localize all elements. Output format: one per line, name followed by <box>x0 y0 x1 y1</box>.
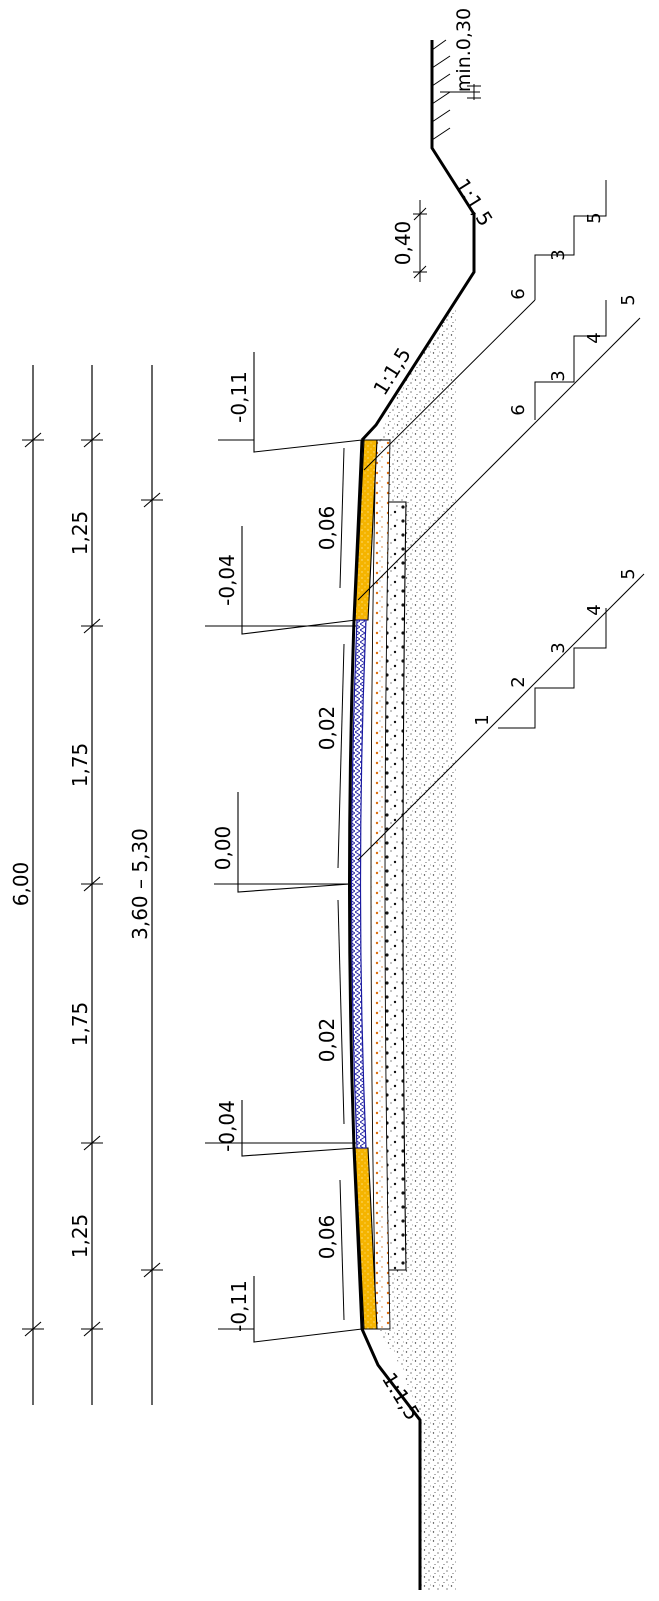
callout-bottom-5: 5 <box>618 568 639 579</box>
callout-bottom-4: 4 <box>584 604 605 615</box>
dim-shoulder-bottom: 1,25 <box>68 1214 92 1259</box>
dim-paved-width: 3,60 – 5,30 <box>128 828 152 940</box>
dimension-labels: 6,00 1,25 1,75 1,75 1,25 3,60 – 5,30 <box>9 511 152 1259</box>
elev-bottom-shoulder: -0,04 <box>215 1100 239 1152</box>
embankment-bottom-outline <box>360 1328 422 1590</box>
elev-bottom-edge: -0,11 <box>227 1280 251 1332</box>
callout-top-3: 5 <box>584 212 605 223</box>
slope-ditch: 1:1,5 <box>450 174 498 230</box>
asphalt-layer <box>350 619 367 1149</box>
callout-leaders <box>357 180 645 861</box>
callout-top-1: 6 <box>508 288 529 299</box>
subbase-layer <box>370 439 391 1330</box>
callout-mid-3: 4 <box>584 332 605 343</box>
callout-bottom-3: 3 <box>548 642 569 653</box>
slope-arrows <box>337 447 345 1321</box>
dim-lane-top: 1,75 <box>68 743 92 788</box>
callout-mid-1: 6 <box>508 404 529 415</box>
elev-top-shoulder: -0,04 <box>215 554 239 606</box>
elevation-labels: -0,11 -0,04 0,00 -0,04 -0,11 <box>211 371 251 1332</box>
dim-lane-bottom: 1,75 <box>68 1002 92 1047</box>
elevation-markers <box>205 352 363 1343</box>
callout-bottom-1: 1 <box>472 714 493 725</box>
ditch-depth-label: 0,40 <box>391 221 415 266</box>
dimension-lines <box>22 365 163 1405</box>
ground-hatch <box>431 39 451 141</box>
elev-top-edge: -0,11 <box>227 371 251 423</box>
embankment-top-outline <box>360 40 476 442</box>
ditch-min-label: min.0,30 <box>453 8 475 92</box>
dim-shoulder-top: 1,25 <box>68 511 92 556</box>
callout-labels: 6 3 5 6 3 4 5 1 2 3 4 5 <box>472 212 639 725</box>
slope-top-shoulder: 0,06 <box>315 506 339 551</box>
callout-mid-4: 5 <box>618 294 639 305</box>
ditch-dimension <box>413 84 481 282</box>
slope-bottom-shoulder: 0,06 <box>315 1215 339 1260</box>
callout-mid-2: 3 <box>548 370 569 381</box>
dim-total-width: 6,00 <box>9 862 33 907</box>
callout-top-2: 3 <box>548 249 569 260</box>
elev-center: 0,00 <box>211 826 235 871</box>
callout-bottom-2: 2 <box>508 676 529 687</box>
slope-top-lane: 0,02 <box>315 706 339 751</box>
slope-bottom-lane: 0,02 <box>315 1018 339 1063</box>
